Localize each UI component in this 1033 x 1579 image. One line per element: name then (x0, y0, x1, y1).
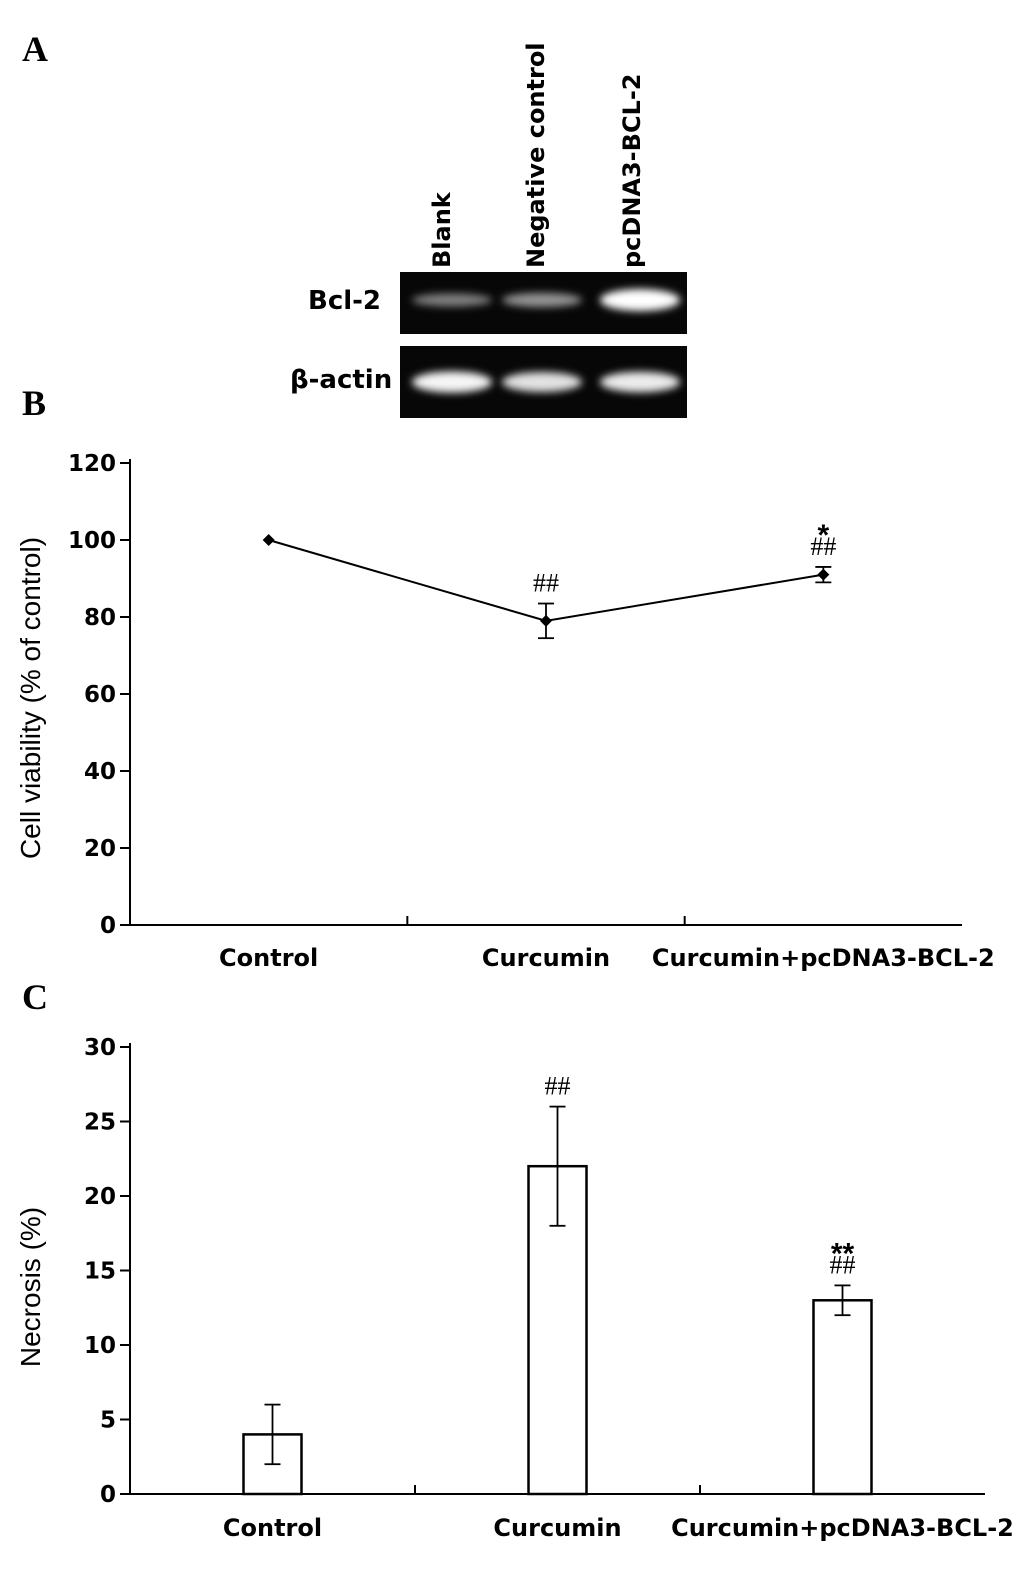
y-tick-label: 0 (100, 913, 116, 939)
data-point (262, 534, 275, 546)
significance-label: ** (831, 1237, 855, 1270)
y-tick-label: 30 (84, 1035, 116, 1061)
x-tick-label: Curcumin+pcDNA3-BCL-2 (671, 1514, 1014, 1542)
y-tick-label: 60 (84, 682, 116, 708)
gel-strip-beta-actin (400, 346, 687, 418)
significance-label: ## (830, 1250, 856, 1279)
panel-b-letter: B (22, 383, 47, 423)
cell-viability-chart: Cell viability (% of control) 0 20 40 60 80 1… (15, 451, 995, 972)
y-axis-title: Necrosis (%) (15, 1207, 46, 1367)
y-axis-title: Cell viability (% of control) (15, 537, 46, 859)
significance-label: * (817, 519, 829, 552)
x-tick-label: Control (223, 1514, 322, 1542)
gel-band-pcdna3-bcl-2 (600, 371, 680, 393)
lane-label-negative-control: Negative control (522, 42, 550, 268)
y-tick-label: 0 (100, 1482, 116, 1508)
y-tick-label: 20 (84, 836, 116, 862)
y-tick-label: 20 (84, 1184, 116, 1210)
lane-label-pcdna3-bcl-2: pcDNA3-BCL-2 (618, 73, 646, 268)
y-tick-label: 40 (84, 759, 116, 785)
gel-row-label-bcl-2: Bcl-2 (308, 286, 382, 316)
y-tick-label: 10 (84, 1333, 116, 1359)
y-tick-label: 25 (84, 1110, 116, 1136)
significance-label: ## (533, 569, 559, 598)
gel-band-blank (412, 371, 492, 393)
y-tick-label: 120 (68, 451, 116, 477)
gel-row-label-beta-actin: β-actin (290, 365, 393, 395)
panel-c-letter: C (22, 977, 48, 1017)
x-tick-label: Curcumin (482, 944, 610, 972)
gel-band-negative-control (502, 292, 582, 308)
significance-label: ## (810, 532, 836, 561)
significance-label: ## (545, 1072, 571, 1101)
y-tick-label: 5 (100, 1408, 116, 1434)
x-tick-label: Curcumin (493, 1514, 621, 1542)
gel-band-pcdna3-bcl-2 (600, 289, 680, 311)
gel-band-negative-control (502, 372, 582, 392)
x-tick-label: Curcumin+pcDNA3-BCL-2 (652, 944, 995, 972)
necrosis-chart: Necrosis (%) 0 5 10 15 20 25 30 Control Curcumin… (15, 1035, 1014, 1542)
x-tick-label: Control (219, 944, 318, 972)
data-point (817, 568, 830, 581)
gel-band-blank (412, 293, 492, 307)
gel-bands-beta-actin (412, 371, 680, 393)
data-point (540, 614, 552, 627)
y-tick-label: 100 (68, 528, 116, 554)
y-tick-label: 15 (84, 1259, 116, 1285)
gel-bands-bcl-2 (412, 289, 680, 311)
y-tick-label: 80 (84, 605, 116, 631)
lane-label-blank: Blank (428, 192, 456, 268)
panel-a-letter: A (22, 29, 48, 69)
bar (812, 1299, 873, 1496)
gel-strip-bcl-2 (400, 272, 687, 334)
